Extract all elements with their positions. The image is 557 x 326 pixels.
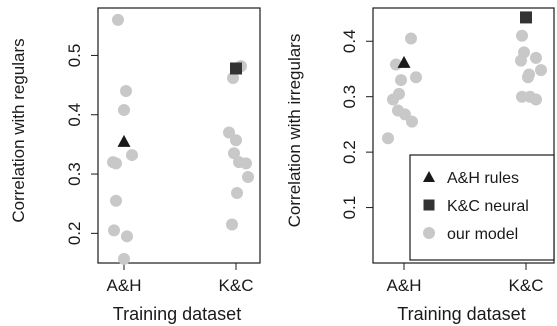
y-axis-title: Correlation with irregulars bbox=[285, 34, 304, 228]
model-point bbox=[242, 171, 254, 184]
model-point bbox=[231, 187, 243, 200]
kc-neural-point bbox=[520, 11, 532, 24]
legend-square-icon bbox=[423, 199, 435, 211]
model-point bbox=[405, 32, 417, 45]
y-tick-label: 0.4 bbox=[340, 29, 359, 53]
y-axis-title: Correlation with regulars bbox=[9, 38, 28, 222]
model-point bbox=[110, 194, 122, 207]
model-point bbox=[121, 230, 133, 243]
model-point bbox=[406, 115, 418, 128]
model-point bbox=[530, 51, 542, 64]
x-tick-label: A&H bbox=[387, 276, 422, 295]
plot-frame bbox=[372, 7, 555, 264]
model-point bbox=[516, 29, 528, 42]
model-point bbox=[126, 149, 138, 162]
model-point bbox=[228, 147, 240, 160]
model-point bbox=[535, 64, 547, 77]
model-point bbox=[515, 54, 527, 67]
model-point bbox=[226, 218, 238, 231]
model-point bbox=[230, 134, 242, 147]
y-tick-label: 0.3 bbox=[340, 85, 359, 109]
model-point bbox=[530, 93, 542, 106]
model-point bbox=[522, 71, 534, 84]
y-tick-label: 0.2 bbox=[65, 222, 84, 246]
model-point bbox=[223, 126, 235, 139]
model-point bbox=[395, 74, 407, 87]
model-point bbox=[118, 252, 130, 265]
x-axis-title: Training dataset bbox=[113, 304, 241, 324]
legend-label: K&C neural bbox=[447, 198, 529, 215]
legend-label: our model bbox=[447, 226, 518, 243]
legend-circle-icon bbox=[423, 227, 435, 239]
ah-rules-point bbox=[397, 55, 411, 68]
y-tick-label: 0.2 bbox=[340, 140, 359, 164]
left-panel: 0.2 0.3 0.4 0.5 A&H K&C Training dataset Correl… bbox=[9, 7, 261, 324]
model-point bbox=[118, 104, 130, 116]
model-point bbox=[410, 71, 422, 84]
model-point bbox=[227, 71, 239, 84]
model-point bbox=[382, 132, 394, 145]
model-point bbox=[112, 13, 124, 26]
plot-frame bbox=[97, 7, 261, 264]
legend-triangle-icon bbox=[423, 171, 435, 182]
y-tick-label: 0.4 bbox=[65, 103, 84, 127]
x-tick-label: A&H bbox=[107, 276, 142, 295]
x-tick-label: K&C bbox=[509, 276, 544, 295]
y-tick-label: 0.3 bbox=[65, 162, 84, 186]
ah-rules-point bbox=[117, 134, 131, 147]
model-point bbox=[110, 157, 122, 170]
model-point bbox=[240, 157, 252, 170]
model-point bbox=[120, 85, 132, 98]
model-point bbox=[387, 93, 399, 106]
y-tick-label: 0.5 bbox=[65, 44, 84, 68]
model-point bbox=[108, 224, 120, 237]
right-panel: 0.1 0.2 0.3 0.4 A&H K&C Training dataset Correl… bbox=[285, 7, 555, 324]
kc-neural-point bbox=[230, 62, 242, 75]
x-tick-label: K&C bbox=[219, 276, 254, 295]
legend-label: A&H rules bbox=[447, 170, 519, 187]
y-tick-label: 0.1 bbox=[340, 196, 359, 220]
model-point bbox=[516, 90, 528, 103]
x-axis-title: Training dataset bbox=[397, 304, 525, 324]
